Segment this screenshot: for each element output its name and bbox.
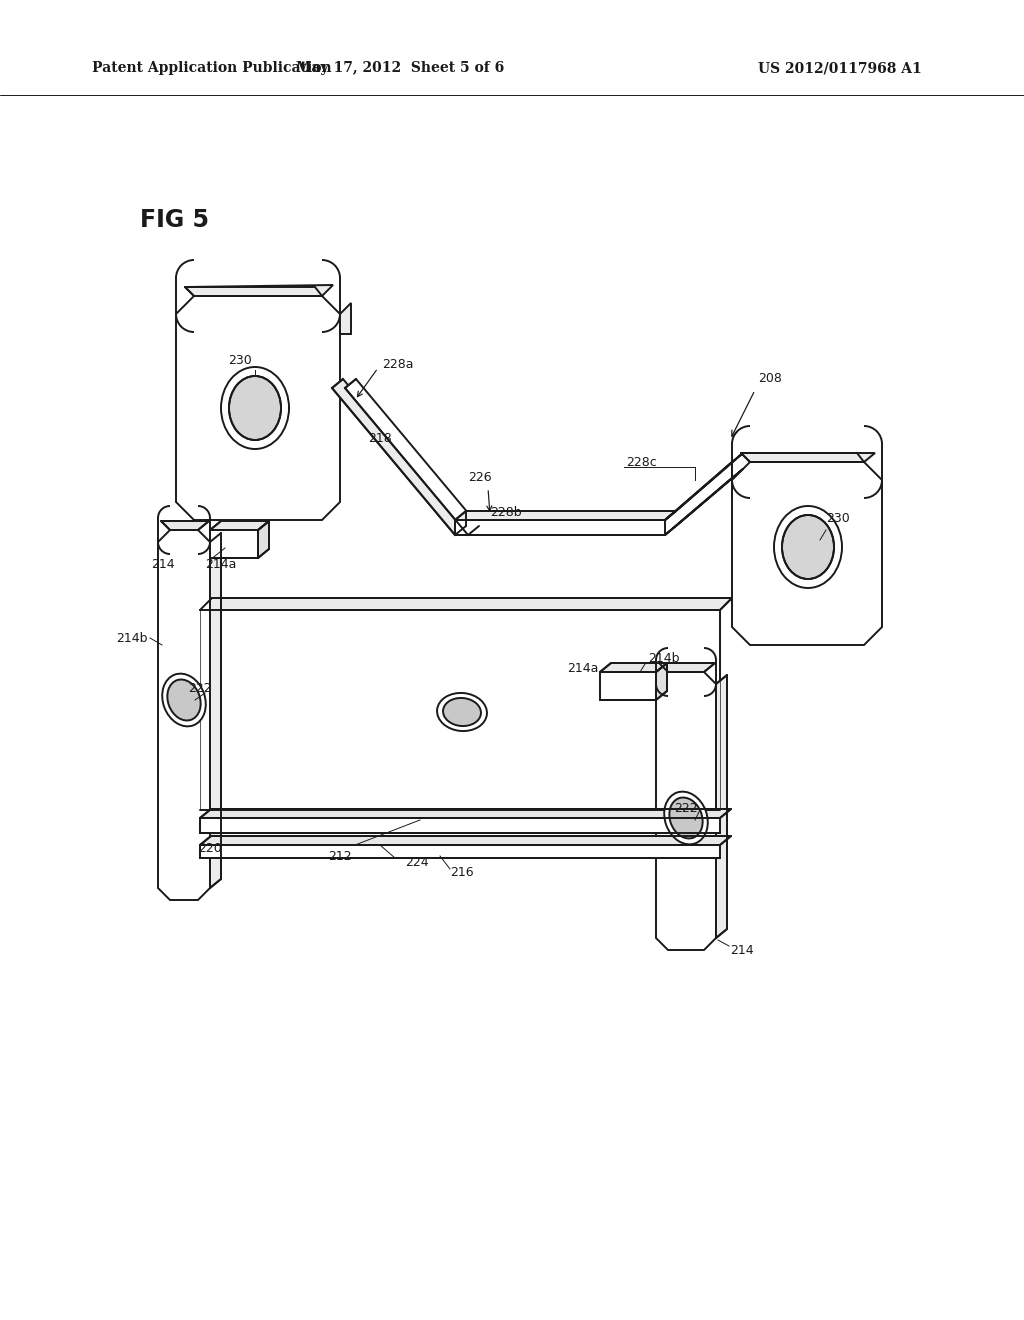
Polygon shape	[732, 462, 882, 645]
Text: May 17, 2012  Sheet 5 of 6: May 17, 2012 Sheet 5 of 6	[296, 61, 504, 75]
Text: US 2012/0117968 A1: US 2012/0117968 A1	[758, 61, 922, 75]
Polygon shape	[258, 521, 269, 558]
Polygon shape	[455, 520, 665, 535]
Polygon shape	[340, 304, 351, 334]
Polygon shape	[176, 296, 340, 520]
Text: 224: 224	[406, 855, 429, 869]
Polygon shape	[210, 521, 269, 531]
Text: 218: 218	[368, 432, 392, 445]
Text: 226: 226	[468, 471, 492, 484]
Text: 214b: 214b	[117, 631, 148, 644]
Polygon shape	[210, 533, 221, 888]
Polygon shape	[665, 469, 743, 535]
Polygon shape	[345, 379, 479, 535]
Polygon shape	[200, 818, 720, 833]
Polygon shape	[600, 672, 656, 700]
Polygon shape	[600, 663, 667, 672]
Polygon shape	[741, 453, 874, 462]
Ellipse shape	[443, 698, 481, 726]
Text: 208: 208	[758, 372, 782, 385]
Polygon shape	[716, 675, 727, 939]
Ellipse shape	[665, 792, 708, 845]
Text: 216: 216	[450, 866, 474, 879]
Ellipse shape	[229, 376, 281, 440]
Text: 228c: 228c	[626, 455, 656, 469]
Text: 228b: 228b	[490, 506, 521, 519]
Polygon shape	[200, 610, 720, 810]
Polygon shape	[210, 531, 258, 558]
Text: FIG 5: FIG 5	[140, 209, 209, 232]
Polygon shape	[161, 521, 209, 531]
Text: 220: 220	[198, 842, 222, 855]
Polygon shape	[656, 672, 716, 950]
Ellipse shape	[162, 673, 206, 726]
Text: 214b: 214b	[648, 652, 680, 664]
Polygon shape	[200, 845, 720, 858]
Ellipse shape	[670, 797, 702, 838]
Polygon shape	[455, 511, 676, 520]
Text: 214a: 214a	[205, 558, 237, 572]
Polygon shape	[158, 531, 210, 900]
Text: 212: 212	[328, 850, 352, 863]
Text: 228a: 228a	[382, 358, 414, 371]
Polygon shape	[659, 663, 715, 672]
Polygon shape	[332, 379, 466, 535]
Text: 222: 222	[674, 801, 697, 814]
Ellipse shape	[221, 367, 289, 449]
Polygon shape	[185, 285, 333, 296]
Ellipse shape	[167, 680, 201, 721]
Polygon shape	[200, 809, 731, 818]
Text: 222: 222	[188, 681, 212, 694]
Text: Patent Application Publication: Patent Application Publication	[92, 61, 332, 75]
Polygon shape	[200, 598, 732, 610]
Ellipse shape	[437, 693, 487, 731]
Text: 214a: 214a	[566, 661, 598, 675]
Ellipse shape	[782, 515, 834, 579]
Text: 214: 214	[152, 558, 175, 572]
Text: 230: 230	[228, 354, 252, 367]
Polygon shape	[656, 663, 667, 700]
Polygon shape	[665, 453, 743, 520]
Text: 214: 214	[730, 944, 754, 957]
Ellipse shape	[774, 506, 842, 587]
Text: 230: 230	[826, 511, 850, 524]
Polygon shape	[200, 836, 731, 845]
